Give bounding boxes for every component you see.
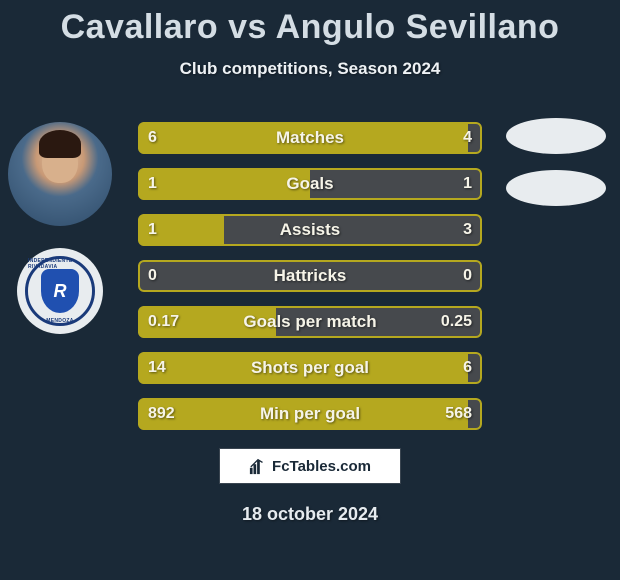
- stat-value-player2: 3: [463, 221, 472, 239]
- player2-club-placeholder: [506, 170, 606, 206]
- stat-value-player1: 0.17: [148, 313, 179, 331]
- stat-value-player1: 1: [148, 175, 157, 193]
- comparison-infographic: Cavallaro vs Angulo Sevillano Club compe…: [0, 0, 620, 580]
- stat-value-player2: 0: [463, 267, 472, 285]
- fctables-icon: [249, 457, 267, 475]
- stat-row: 1 3 Assists: [138, 214, 482, 246]
- stat-row: 1 1 Goals: [138, 168, 482, 200]
- stat-row: 6 4 Matches: [138, 122, 482, 154]
- stat-row: 0.17 0.25 Goals per match: [138, 306, 482, 338]
- watermark: FcTables.com: [219, 448, 401, 484]
- stat-label: Matches: [276, 128, 344, 148]
- stat-value-player1: 1: [148, 221, 157, 239]
- watermark-text: FcTables.com: [272, 458, 371, 475]
- comparison-title: Cavallaro vs Angulo Sevillano: [0, 0, 620, 47]
- stat-value-player1: 6: [148, 129, 157, 147]
- club-logo-ring: INDEPENDIENTE RIVADAVIA R MENDOZA: [25, 256, 95, 326]
- stat-row: 892 568 Min per goal: [138, 398, 482, 430]
- club-logo-shield: R: [41, 269, 79, 313]
- stat-value-player2: 1: [463, 175, 472, 193]
- stat-label: Assists: [280, 220, 340, 240]
- stat-row: 0 0 Hattricks: [138, 260, 482, 292]
- stat-value-player1: 14: [148, 359, 166, 377]
- comparison-subtitle: Club competitions, Season 2024: [0, 59, 620, 79]
- player1-column: INDEPENDIENTE RIVADAVIA R MENDOZA: [8, 122, 112, 334]
- player1-club-logo: INDEPENDIENTE RIVADAVIA R MENDOZA: [17, 248, 103, 334]
- stat-label: Goals: [286, 174, 333, 194]
- stat-row: 14 6 Shots per goal: [138, 352, 482, 384]
- stat-value-player2: 6: [463, 359, 472, 377]
- stat-label: Goals per match: [243, 312, 376, 332]
- stat-value-player1: 892: [148, 405, 175, 423]
- stat-value-player2: 568: [445, 405, 472, 423]
- stat-value-player1: 0: [148, 267, 157, 285]
- player2-column: [506, 118, 606, 206]
- stat-bars: 6 4 Matches 1 1 Goals 1 3 Assists 0 0 Hattricks 0.17…: [138, 122, 482, 430]
- club-logo-text-top: INDEPENDIENTE RIVADAVIA: [28, 258, 92, 270]
- stat-label: Hattricks: [274, 266, 347, 286]
- comparison-date: 18 october 2024: [242, 504, 378, 525]
- stat-value-player2: 0.25: [441, 313, 472, 331]
- stat-bar-fill: [138, 168, 310, 200]
- player2-photo-placeholder: [506, 118, 606, 154]
- player1-photo: [8, 122, 112, 226]
- club-logo-text-bottom: MENDOZA: [46, 318, 73, 324]
- stat-label: Min per goal: [260, 404, 360, 424]
- club-logo-monogram: R: [54, 281, 67, 302]
- stat-value-player2: 4: [463, 129, 472, 147]
- stat-label: Shots per goal: [251, 358, 369, 378]
